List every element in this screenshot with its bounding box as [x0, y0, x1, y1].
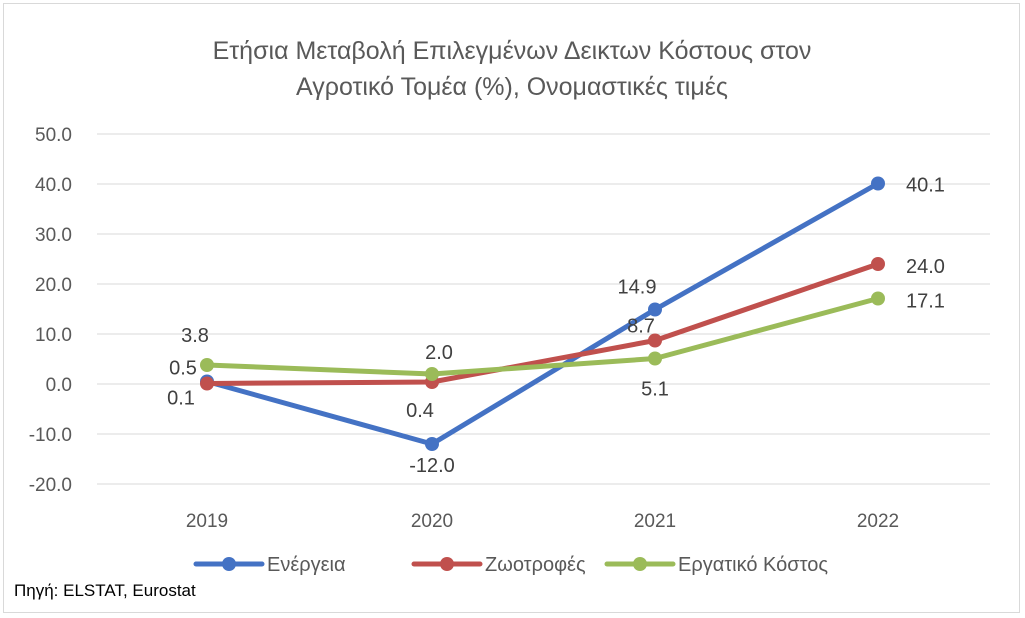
source-note: Πηγή: ELSTAT, Eurostat [14, 581, 196, 600]
legend-swatch-marker [633, 557, 647, 571]
x-tick-label: 2022 [857, 511, 899, 532]
series-line-1 [204, 181, 881, 447]
series-line-3 [204, 296, 881, 377]
y-tick-label: 10.0 [35, 325, 72, 346]
data-point [871, 176, 885, 191]
x-tick-label: 2019 [186, 511, 228, 532]
data-point [200, 358, 214, 372]
chart-title-line: Ετήσια Μεταβολή Επιλεγμένων Δεικτων Κόστ… [213, 37, 812, 65]
legend-label: Ζωοτροφές [485, 554, 586, 576]
data-point [871, 257, 885, 271]
data-label: 8.7 [627, 316, 655, 338]
y-tick-label: 20.0 [35, 275, 72, 296]
y-tick-label: 30.0 [35, 225, 72, 246]
y-tick-label: 0.0 [46, 375, 72, 396]
data-label: 40.1 [906, 175, 945, 197]
x-tick-label: 2020 [411, 511, 453, 532]
series-line-2 [204, 261, 881, 386]
x-tick-label: 2021 [634, 511, 676, 532]
data-label: -12.0 [409, 455, 455, 477]
y-tick-label: 50.0 [35, 125, 72, 146]
data-label: 2.0 [425, 342, 453, 364]
data-point [425, 367, 439, 381]
data-point [200, 376, 214, 391]
data-point [648, 302, 662, 317]
data-label: 3.8 [181, 325, 209, 347]
data-label: 5.1 [641, 379, 669, 401]
data-point [425, 437, 439, 451]
y-tick-label: -20.0 [29, 475, 72, 496]
y-tick-label: -10.0 [29, 425, 72, 446]
data-point [648, 351, 662, 366]
y-tick-label: 40.0 [35, 175, 72, 196]
legend-label: Εργατικό Κόστος [678, 554, 828, 576]
data-label: 14.9 [618, 277, 657, 299]
chart-title-line: Αγροτικό Τομέα (%), Ονομαστικές τιμές [296, 73, 728, 101]
legend-swatch-marker [222, 557, 236, 571]
data-label: 0.1 [167, 388, 195, 410]
data-label: 17.1 [906, 291, 945, 313]
legend-swatch-marker [440, 557, 454, 571]
data-label: 0.5 [169, 358, 197, 380]
data-point [648, 333, 662, 348]
data-label: 24.0 [906, 256, 945, 278]
data-label: 0.4 [406, 400, 434, 422]
legend-label: Ενέργεια [267, 554, 346, 576]
data-point [871, 291, 885, 306]
